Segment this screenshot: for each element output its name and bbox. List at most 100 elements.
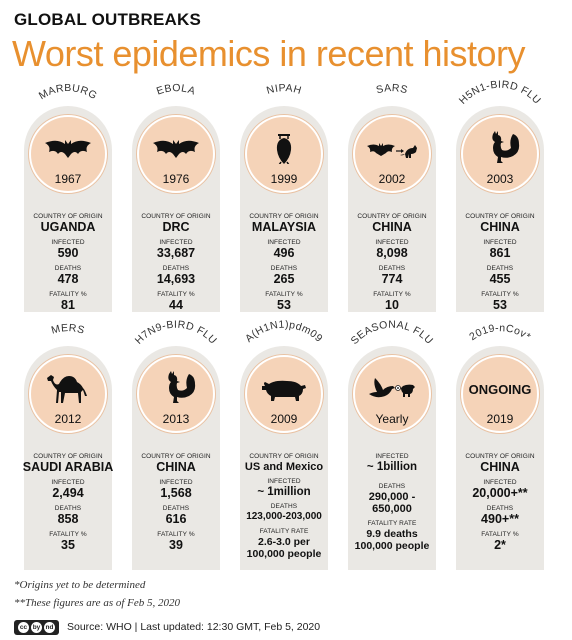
- epidemic-stats: COUNTRY OF ORIGIN US and Mexico INFECTED…: [238, 453, 330, 565]
- infected-value: 33,687: [156, 246, 196, 260]
- country-value: SAUDI ARABIA: [22, 460, 114, 474]
- icon-circle: [353, 115, 431, 193]
- country-value: CHINA: [372, 220, 412, 234]
- fatality-label: FATALITY %: [49, 531, 87, 538]
- deaths-label: DEATHS: [378, 265, 406, 272]
- epidemic-card-h7n9: H7N9-BIRD FLU 2013 COUNTRY OF ORIGIN CHI…: [126, 319, 226, 570]
- bird-pig-icon: [369, 378, 415, 398]
- deaths-value: 616: [165, 512, 187, 526]
- svg-text:MERS: MERS: [50, 322, 86, 337]
- bat-civet-icon: [367, 143, 417, 158]
- deaths-label: DEATHS: [378, 483, 406, 490]
- infected-value: 20,000+**: [472, 486, 528, 500]
- epidemic-stats: COUNTRY OF ORIGIN UGANDA INFECTED 590 DE…: [22, 213, 114, 317]
- epidemic-card-nipah: NIPAH 1999 COUNTRY OF ORIGIN MALAYSIA IN…: [234, 82, 334, 312]
- cc-icon: cc: [18, 621, 29, 633]
- fatality-label: FATALITY %: [481, 531, 519, 538]
- epidemic-stats: COUNTRY OF ORIGIN CHINA INFECTED 20,000+…: [454, 453, 546, 557]
- epidemic-stats: COUNTRY OF ORIGIN DRC INFECTED 33,687 DE…: [130, 213, 222, 317]
- deaths-value: 774: [381, 272, 403, 286]
- deaths-label: DEATHS: [270, 265, 298, 272]
- epidemic-year: 2002: [378, 172, 406, 186]
- country-label: COUNTRY OF ORIGIN: [33, 453, 103, 460]
- footer: cc by nd Source: WHO | Last updated: 12:…: [14, 617, 320, 637]
- deaths-value: 265: [273, 272, 295, 286]
- fatality-value: 35: [61, 538, 75, 552]
- epidemic-card-marburg: MARBURG 1967 COUNTRY OF ORIGIN UGANDA IN…: [18, 82, 118, 312]
- svg-text:MARBURG: MARBURG: [37, 82, 99, 102]
- infected-label: INFECTED: [483, 479, 517, 486]
- fatality-value: 81: [61, 298, 75, 312]
- deaths-label: DEATHS: [486, 505, 514, 512]
- epidemic-row-2: MERS 2012 COUNTRY OF ORIGIN SAUDI ARABIA…: [18, 319, 564, 640]
- infected-label: INFECTED: [267, 239, 301, 246]
- infected-value: ~ 1billion: [366, 461, 418, 473]
- epidemic-stats: COUNTRY OF ORIGIN CHINA INFECTED 1,568 D…: [130, 453, 222, 557]
- fatality-label: FATALITY %: [157, 531, 195, 538]
- deaths-label: DEATHS: [162, 505, 190, 512]
- infected-value: 2,494: [52, 486, 84, 500]
- bat-icon: [45, 140, 91, 158]
- fatality-value: 53: [277, 298, 291, 312]
- deaths-value: 14,693: [156, 272, 196, 286]
- epidemic-name: MARBURG: [37, 82, 99, 102]
- svg-text:EBOLA: EBOLA: [155, 82, 197, 98]
- epidemic-name: 2019-nCov*: [467, 322, 532, 343]
- fatality-label: FATALITY RATE: [367, 520, 417, 527]
- creative-commons-icon: cc by nd: [14, 619, 59, 635]
- deaths-value: 455: [489, 272, 511, 286]
- epidemic-card-h5n1: H5N1-BIRD FLU 2003 COUNTRY OF ORIGIN CHI…: [450, 79, 550, 312]
- epidemic-name: EBOLA: [155, 82, 197, 98]
- icon-circle: [461, 355, 539, 433]
- header-kicker: GLOBAL OUTBREAKS: [14, 10, 202, 29]
- rooster-icon: [168, 371, 196, 403]
- infected-label: INFECTED: [267, 478, 301, 485]
- country-value: DRC: [162, 220, 190, 234]
- country-label: COUNTRY OF ORIGIN: [249, 213, 319, 220]
- country-value: US and Mexico: [244, 461, 324, 473]
- status-ongoing: ONGOING: [468, 382, 532, 397]
- fatality-value: 39: [169, 538, 183, 552]
- fatality-label: FATALITY RATE: [259, 528, 309, 535]
- infected-label: INFECTED: [51, 479, 85, 486]
- infected-label: INFECTED: [375, 453, 409, 460]
- fatality-label: FATALITY %: [157, 291, 195, 298]
- infected-value: 1,568: [160, 486, 192, 500]
- country-label: COUNTRY OF ORIGIN: [33, 213, 103, 220]
- svg-text:2019-nCov*: 2019-nCov*: [467, 322, 533, 343]
- epidemic-stats: INFECTED ~ 1billion DEATHS 290,000 - 650…: [346, 453, 438, 557]
- epidemic-card-sars: SARS 2002 COUNTRY OF ORIGIN CHINA INFECT…: [342, 82, 442, 312]
- fatality-value: 10: [385, 298, 399, 312]
- infected-label: INFECTED: [483, 239, 517, 246]
- page-title: Worst epidemics in recent history: [12, 33, 526, 74]
- epidemic-year: 2009: [270, 412, 298, 426]
- rooster-icon: [492, 131, 520, 163]
- deaths-value: 290,000 - 650,000: [368, 491, 416, 515]
- fatality-value: 2*: [494, 538, 506, 552]
- icon-circle: [29, 355, 107, 433]
- pig-icon: [262, 380, 306, 401]
- epidemic-card-h1n1: A(H1N1)pdm09 2009 COUNTRY OF ORIGIN US a…: [234, 319, 334, 570]
- icon-circle: [353, 355, 431, 433]
- country-value: CHINA: [480, 460, 520, 474]
- fatality-label: FATALITY %: [49, 291, 87, 298]
- country-label: COUNTRY OF ORIGIN: [465, 213, 535, 220]
- fatality-value: 53: [493, 298, 507, 312]
- epidemic-name: MERS: [50, 322, 86, 337]
- epidemic-card-ebola: EBOLA 1976 COUNTRY OF ORIGIN DRC INFECTE…: [126, 82, 226, 312]
- icon-circle: [245, 355, 323, 433]
- epidemic-year: 1976: [162, 172, 190, 186]
- epidemic-stats: COUNTRY OF ORIGIN CHINA INFECTED 8,098 D…: [346, 213, 438, 317]
- footnote-origin: *Origins yet to be determined: [14, 579, 146, 591]
- infected-label: INFECTED: [51, 239, 85, 246]
- epidemic-year: 1999: [270, 172, 298, 186]
- infected-value: 8,098: [376, 246, 408, 260]
- hanging-bat-icon: [276, 134, 292, 164]
- deaths-value: 490+**: [481, 512, 519, 526]
- country-value: MALAYSIA: [251, 220, 317, 234]
- country-value: CHINA: [480, 220, 520, 234]
- bat-icon: [153, 140, 199, 158]
- deaths-label: DEATHS: [54, 505, 82, 512]
- by-icon: by: [31, 621, 42, 633]
- country-label: COUNTRY OF ORIGIN: [249, 453, 319, 460]
